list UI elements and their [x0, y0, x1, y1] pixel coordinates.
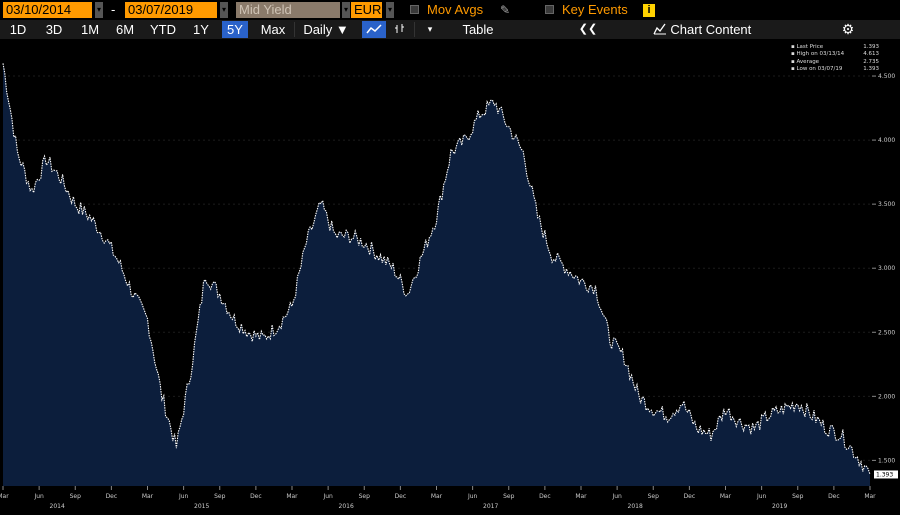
yield-line: [2, 63, 871, 475]
range-3d-button[interactable]: 3D: [45, 22, 63, 37]
x-tick-label: Mar: [575, 493, 587, 500]
y-tick-label: 4.500: [878, 73, 895, 80]
chart-content-button[interactable]: Chart Content: [644, 21, 760, 38]
x-year-label: 2019: [772, 503, 787, 510]
yield-area: [3, 63, 870, 487]
key-events-checkbox[interactable]: [545, 5, 554, 14]
line-chart-icon[interactable]: [362, 21, 386, 38]
yield-chart: 4.500 4.000 3.500 3.000 2.500 2.000 1.500 Mar J…: [0, 63, 898, 510]
x-tick-label: Mar: [286, 493, 298, 500]
range-max-button[interactable]: Max: [260, 22, 286, 37]
x-year-label: 2018: [628, 503, 643, 510]
start-date-calendar-icon[interactable]: ▾: [95, 2, 103, 18]
x-tick-label: Jun: [611, 493, 622, 500]
x-tick-label: Mar: [142, 493, 154, 500]
y-axis: 4.500 4.000 3.500 3.000 2.500 2.000 1.500: [872, 73, 895, 464]
x-tick-label: Dec: [250, 493, 262, 500]
range-ytd-button[interactable]: YTD: [150, 22, 176, 37]
x-tick-label: Dec: [684, 493, 696, 500]
x-tick-label: Sep: [359, 493, 371, 500]
chart-legend: ▪ Last Price 1.393 ▪ High on 03/13/14 4.61…: [791, 44, 879, 73]
last-price-tag-label: 1.393: [876, 471, 893, 478]
end-date-calendar-icon[interactable]: ▾: [220, 2, 228, 18]
x-year-label: 2015: [194, 503, 209, 510]
range-toolbar: 1D 3D 1M 6M YTD 1Y 5Y Max Daily ▼ ▾ Tabl…: [0, 20, 900, 39]
start-date-input[interactable]: 03/10/2014: [3, 2, 92, 18]
key-events-label: Key Events: [562, 2, 628, 17]
bar-chart-icon[interactable]: [389, 21, 411, 38]
divider: [414, 22, 415, 37]
x-tick-label: Jun: [756, 493, 767, 500]
last-price-tag: 1.393: [874, 470, 898, 479]
field-select[interactable]: Mid Yield: [236, 2, 340, 18]
table-button[interactable]: Table: [462, 22, 494, 37]
y-tick-label: 2.000: [878, 393, 895, 400]
end-date-input[interactable]: 03/07/2019: [125, 2, 217, 18]
x-tick-label: Dec: [395, 493, 407, 500]
x-tick-label: Sep: [503, 493, 515, 500]
x-tick-label: Jun: [467, 493, 478, 500]
field-dropdown-icon[interactable]: ▾: [342, 2, 350, 18]
date-separator: -: [111, 2, 116, 17]
x-tick-label: Sep: [648, 493, 660, 500]
x-tick-label: Dec: [828, 493, 840, 500]
mov-avgs-label: Mov Avgs: [427, 2, 484, 17]
x-year-label: 2016: [339, 503, 354, 510]
legend-average: ▪ Average 2.735: [791, 58, 879, 65]
x-tick-label: Jun: [322, 493, 333, 500]
edit-pencil-icon[interactable]: ✎: [500, 3, 511, 17]
y-tick-label: 3.000: [878, 265, 895, 272]
x-tick-label: Dec: [539, 493, 551, 500]
x-axis: Mar Jun Sep Dec Mar Jun Sep Dec Mar Jun Sep Dec Mar J…: [0, 486, 876, 510]
range-1y-button[interactable]: 1Y: [193, 22, 209, 37]
x-tick-label: Sep: [70, 493, 82, 500]
chart-type-dropdown-icon[interactable]: ▾: [427, 24, 433, 34]
mov-avgs-checkbox[interactable]: [410, 5, 419, 14]
range-1m-button[interactable]: 1M: [80, 22, 100, 37]
currency-dropdown-icon[interactable]: ▾: [386, 2, 394, 18]
frequency-select[interactable]: Daily ▼: [303, 22, 349, 37]
x-tick-label: Jun: [33, 493, 44, 500]
info-icon[interactable]: i: [643, 4, 655, 17]
y-tick-label: 2.500: [878, 329, 895, 336]
x-tick-label: Jun: [178, 493, 189, 500]
legend-high: ▪ High on 03/13/14 4.613: [791, 51, 879, 58]
legend-low: ▪ Low on 03/07/19 1.393: [791, 65, 879, 72]
y-tick-label: 3.500: [878, 201, 895, 208]
top-toolbar: 03/10/2014 ▾ - 03/07/2019 ▾ Mid Yield ▾ …: [0, 0, 900, 20]
currency-select[interactable]: EUR: [351, 2, 382, 18]
y-tick-label: 4.000: [878, 137, 895, 144]
gear-icon[interactable]: ⚙: [841, 21, 855, 37]
x-tick-label: Mar: [431, 493, 443, 500]
collapse-icon[interactable]: ❮❮: [578, 23, 598, 35]
x-year-label: 2017: [483, 503, 498, 510]
x-tick-label: Mar: [720, 493, 732, 500]
range-5y-button[interactable]: 5Y: [222, 21, 248, 38]
divider: [294, 22, 295, 37]
legend-last-price: ▪ Last Price 1.393: [791, 44, 879, 50]
x-tick-label: Sep: [792, 493, 804, 500]
x-tick-label: Sep: [214, 493, 226, 500]
x-year-label: 2014: [50, 503, 65, 510]
y-tick-label: 1.500: [878, 457, 895, 464]
x-tick-label: Mar: [864, 493, 876, 500]
range-6m-button[interactable]: 6M: [115, 22, 135, 37]
x-tick-label: Dec: [106, 493, 118, 500]
chart-content-label: Chart Content: [670, 22, 752, 37]
range-1d-button[interactable]: 1D: [9, 22, 27, 37]
x-tick-label: Mar: [0, 493, 9, 500]
last-price-tag-box: [874, 470, 898, 479]
